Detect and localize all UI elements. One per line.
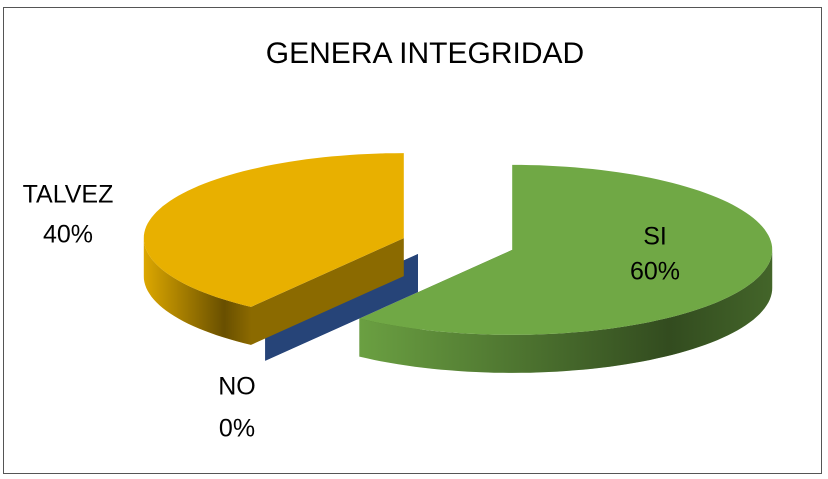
slice-wall bbox=[251, 238, 404, 345]
category-label: TALVEZ bbox=[23, 181, 114, 209]
value-label: 60% bbox=[630, 258, 680, 286]
slice-side-shade bbox=[143, 238, 251, 345]
category-label: SI bbox=[643, 223, 667, 251]
slice bbox=[143, 153, 404, 307]
chart-title: GENERA INTEGRIDAD bbox=[266, 37, 584, 70]
slice-side-shade bbox=[359, 249, 773, 373]
category-label: NO bbox=[218, 373, 256, 401]
value-label: 40% bbox=[43, 221, 93, 249]
value-label: 0% bbox=[219, 415, 255, 443]
slice bbox=[359, 164, 773, 335]
